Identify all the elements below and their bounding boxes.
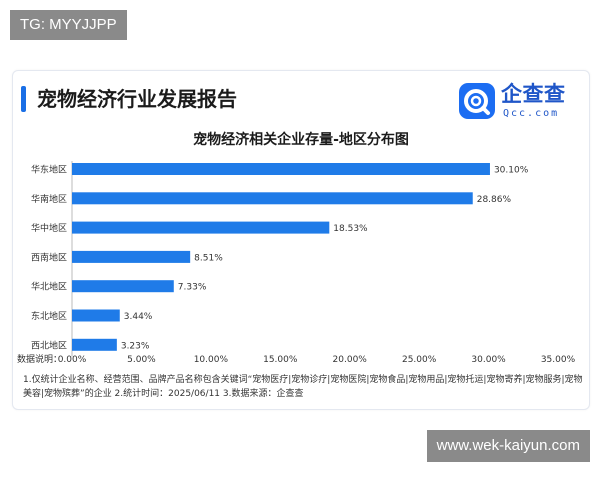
bar — [72, 221, 330, 234]
data-label: 28.86% — [477, 195, 512, 205]
x-axis-label: 数据说明： — [17, 353, 62, 365]
title-accent-bar — [21, 86, 26, 112]
x-tick-label: 25.00% — [402, 355, 437, 365]
x-tick-label: 30.00% — [471, 355, 506, 365]
x-tick-label: 0.00% — [58, 355, 87, 365]
report-title: 宠物经济行业发展报告 — [37, 87, 237, 111]
bar — [72, 192, 473, 205]
data-label: 3.23% — [121, 341, 150, 351]
bar — [72, 338, 117, 351]
watermark-top: TG: MYYJJPP — [10, 10, 127, 40]
qcc-logo-icon — [459, 83, 495, 119]
category-label: 东北地区 — [31, 310, 67, 322]
chart-notes: 1.仅统计企业名称、经营范围、品牌产品名称包含关键词“宠物医疗|宠物诊疗|宠物医… — [23, 375, 583, 399]
category-label: 西北地区 — [31, 339, 67, 351]
bar — [72, 163, 490, 175]
category-label: 华南地区 — [31, 193, 67, 205]
data-label: 18.53% — [333, 224, 368, 234]
qcc-logo-sub: Qcc.com — [503, 108, 560, 119]
bar — [72, 250, 191, 263]
qcc-logo: 企查查 Qcc.com — [459, 81, 577, 123]
x-tick-label: 20.00% — [333, 355, 368, 365]
bar — [72, 280, 174, 293]
chart-title: 宠物经济相关企业存量-地区分布图 — [193, 132, 409, 148]
bar — [72, 309, 120, 322]
x-tick-label: 10.00% — [194, 355, 229, 365]
x-tick-label: 15.00% — [263, 355, 298, 365]
watermark-bottom: www.wek-kaiyun.com — [426, 430, 590, 462]
data-label: 3.44% — [124, 312, 153, 322]
data-label: 7.33% — [178, 283, 207, 293]
report-card: 宠物经济行业发展报告 企查查 Qcc.com 宠物经济相关企业存量-地区分布图 … — [12, 70, 590, 410]
category-label: 华北地区 — [31, 281, 67, 293]
qcc-logo-name: 企查查 — [501, 82, 566, 106]
category-label: 华中地区 — [31, 222, 67, 234]
x-tick-label: 35.00% — [541, 355, 576, 365]
data-label: 30.10% — [494, 166, 529, 176]
category-label: 西南地区 — [31, 251, 67, 263]
x-tick-label: 5.00% — [127, 355, 156, 365]
data-label: 8.51% — [194, 253, 223, 263]
bar-chart: 华东地区 30.10% 华南地区 28.86% 华中地区 18.53% 西南地区 8.51% 华… — [17, 161, 576, 365]
category-label: 华东地区 — [31, 164, 67, 176]
